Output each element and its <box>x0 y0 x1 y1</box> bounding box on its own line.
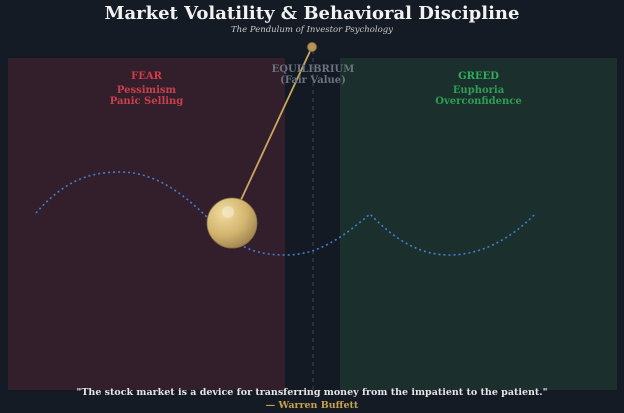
oscillation-path <box>35 171 537 256</box>
fear-line2: Panic Selling <box>109 96 184 107</box>
fear-line1: Pessimism <box>116 85 177 96</box>
quote-text: "The stock market is a device for transf… <box>76 387 548 398</box>
greed-line1: Euphoria <box>452 85 505 96</box>
pivot-point <box>307 42 317 52</box>
pendulum-rod <box>239 46 313 203</box>
quote-author: — Warren Buffett <box>265 400 359 411</box>
equilibrium-zone <box>285 58 340 390</box>
greed-title: GREED <box>458 71 499 82</box>
greed-label: GREED Euphoria Overconfidence <box>340 71 617 107</box>
bob-highlight <box>222 206 234 218</box>
equilibrium-subtitle: (Fair Value) <box>280 75 346 86</box>
equilibrium-label: EQUILIBRIUM (Fair Value) <box>256 64 370 86</box>
greed-zone <box>340 58 617 390</box>
equilibrium-title: EQUILIBRIUM <box>271 64 355 75</box>
page-title: Market Volatility & Behavioral Disciplin… <box>104 3 520 24</box>
greed-line2: Overconfidence <box>435 96 522 107</box>
page-subtitle: The Pendulum of Investor Psychology <box>231 25 393 35</box>
fear-label: FEAR Pessimism Panic Selling <box>8 71 285 107</box>
pendulum-bob <box>206 197 258 249</box>
fear-title: FEAR <box>131 71 162 82</box>
